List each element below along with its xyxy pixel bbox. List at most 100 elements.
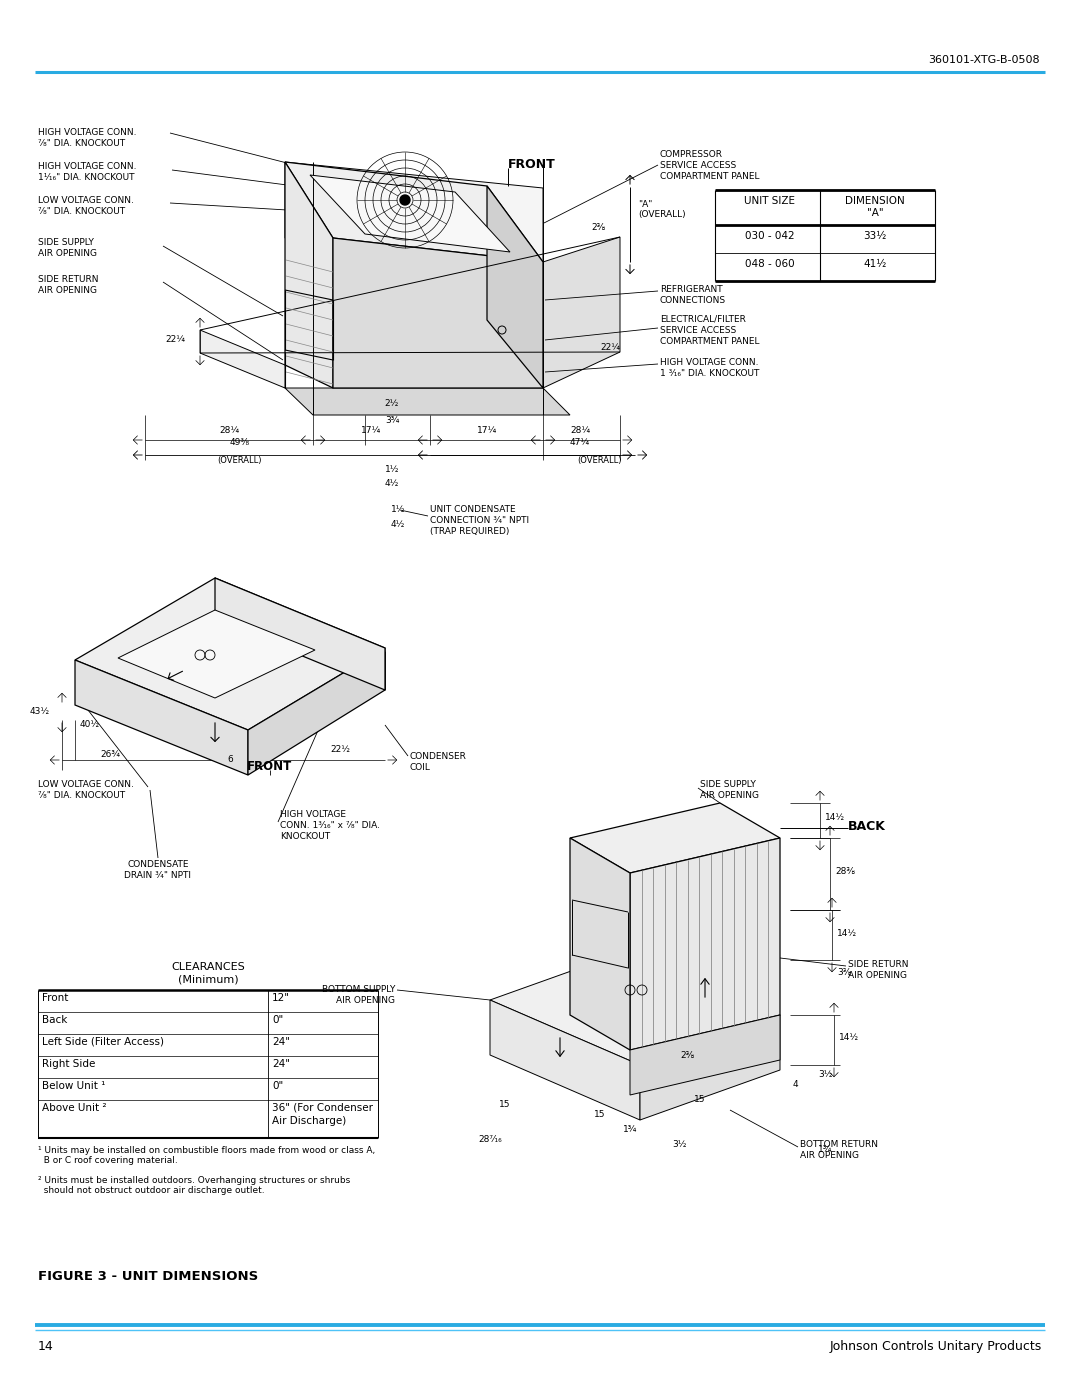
Text: AIR OPENING: AIR OPENING — [700, 791, 759, 800]
Text: 3½: 3½ — [673, 1140, 687, 1148]
Text: UNIT CONDENSATE: UNIT CONDENSATE — [430, 504, 515, 514]
Text: REFRIGERANT: REFRIGERANT — [660, 285, 723, 293]
Text: 22½: 22½ — [330, 745, 350, 754]
Text: 43½: 43½ — [30, 707, 50, 717]
Text: 14: 14 — [38, 1340, 54, 1354]
Polygon shape — [630, 1016, 780, 1095]
Text: 28⁷⁄₁₆: 28⁷⁄₁₆ — [478, 1134, 502, 1144]
Text: 1½: 1½ — [391, 504, 405, 514]
Text: ⁷⁄₈" DIA. KNOCKOUT: ⁷⁄₈" DIA. KNOCKOUT — [38, 791, 125, 800]
Text: CONNECTIONS: CONNECTIONS — [660, 296, 726, 305]
Text: ² Units must be installed outdoors. Overhanging structures or shrubs
  should no: ² Units must be installed outdoors. Over… — [38, 1176, 350, 1196]
Text: HIGH VOLTAGE CONN.: HIGH VOLTAGE CONN. — [38, 162, 136, 170]
Text: FRONT: FRONT — [508, 158, 556, 170]
Text: DIMENSION
"A": DIMENSION "A" — [846, 196, 905, 218]
Text: 15: 15 — [694, 1095, 705, 1104]
Text: 22¼: 22¼ — [600, 344, 620, 352]
Text: CONDENSATE: CONDENSATE — [127, 861, 189, 869]
Text: 22¼: 22¼ — [165, 335, 185, 345]
Text: 3½: 3½ — [818, 1070, 833, 1078]
Text: COMPARTMENT PANEL: COMPARTMENT PANEL — [660, 337, 759, 346]
Polygon shape — [333, 237, 543, 388]
Text: UNIT SIZE: UNIT SIZE — [744, 196, 796, 205]
Polygon shape — [215, 578, 384, 690]
Polygon shape — [285, 162, 543, 263]
Text: HIGH VOLTAGE: HIGH VOLTAGE — [280, 810, 346, 819]
Text: Air Discharge): Air Discharge) — [272, 1116, 347, 1126]
Text: "A"
(OVERALL): "A" (OVERALL) — [638, 200, 686, 219]
Text: (OVERALL): (OVERALL) — [578, 455, 622, 465]
Polygon shape — [490, 1000, 640, 1120]
Text: LOW VOLTAGE CONN.: LOW VOLTAGE CONN. — [38, 780, 134, 789]
Text: 3⅜: 3⅜ — [837, 968, 851, 977]
Polygon shape — [487, 186, 543, 388]
Text: CONN. 1³⁄₁₆" x ⁷⁄₈" DIA.: CONN. 1³⁄₁₆" x ⁷⁄₈" DIA. — [280, 821, 380, 830]
Text: 0": 0" — [272, 1016, 283, 1025]
Text: 1¾: 1¾ — [818, 1146, 833, 1154]
Text: FRONT: FRONT — [247, 760, 293, 773]
Polygon shape — [570, 838, 630, 1051]
Text: 1 ³⁄₁₆" DIA. KNOCKOUT: 1 ³⁄₁₆" DIA. KNOCKOUT — [660, 369, 759, 379]
Text: 14½: 14½ — [825, 813, 846, 823]
Text: ELECTRICAL/FILTER: ELECTRICAL/FILTER — [660, 314, 746, 324]
Text: 15: 15 — [594, 1111, 606, 1119]
Text: 14½: 14½ — [837, 929, 858, 937]
Text: HIGH VOLTAGE CONN.: HIGH VOLTAGE CONN. — [660, 358, 758, 367]
Polygon shape — [248, 648, 384, 775]
Text: ⁷⁄₈" DIA. KNOCKOUT: ⁷⁄₈" DIA. KNOCKOUT — [38, 207, 125, 217]
Text: 24": 24" — [272, 1037, 291, 1046]
Text: BOTTOM SUPPLY: BOTTOM SUPPLY — [322, 985, 395, 995]
Polygon shape — [215, 578, 384, 690]
Text: 41½: 41½ — [863, 258, 887, 270]
Text: KNOCKOUT: KNOCKOUT — [280, 833, 330, 841]
Polygon shape — [490, 950, 780, 1065]
Text: SIDE RETURN: SIDE RETURN — [38, 275, 98, 284]
Polygon shape — [310, 175, 510, 251]
Text: 14½: 14½ — [839, 1034, 859, 1042]
Text: LOW VOLTAGE CONN.: LOW VOLTAGE CONN. — [38, 196, 134, 205]
Text: 12": 12" — [272, 993, 291, 1003]
Text: 1¹⁄₁₆" DIA. KNOCKOUT: 1¹⁄₁₆" DIA. KNOCKOUT — [38, 173, 135, 182]
Text: DRAIN ³⁄₄" NPTI: DRAIN ³⁄₄" NPTI — [124, 870, 191, 880]
Text: 0": 0" — [272, 1081, 283, 1091]
Text: (Minimum): (Minimum) — [178, 974, 239, 983]
Text: (TRAP REQUIRED): (TRAP REQUIRED) — [430, 527, 510, 536]
Text: AIR OPENING: AIR OPENING — [38, 286, 97, 295]
Text: CLEARANCES: CLEARANCES — [171, 963, 245, 972]
Text: Above Unit ²: Above Unit ² — [42, 1104, 107, 1113]
Text: AIR OPENING: AIR OPENING — [38, 249, 97, 258]
Text: ⁷⁄₈" DIA. KNOCKOUT: ⁷⁄₈" DIA. KNOCKOUT — [38, 138, 125, 148]
Text: 030 - 042: 030 - 042 — [745, 231, 795, 242]
Text: SERVICE ACCESS: SERVICE ACCESS — [660, 161, 737, 170]
Text: 4½: 4½ — [391, 520, 405, 529]
Text: AIR OPENING: AIR OPENING — [848, 971, 907, 981]
Text: 28¼: 28¼ — [570, 426, 590, 434]
Text: COMPRESSOR: COMPRESSOR — [660, 149, 723, 159]
Text: CONDENSER: CONDENSER — [410, 752, 467, 761]
Text: SIDE RETURN: SIDE RETURN — [848, 960, 908, 970]
Text: AIR OPENING: AIR OPENING — [800, 1151, 859, 1160]
Text: 1½: 1½ — [384, 465, 400, 474]
Text: 3¾: 3¾ — [384, 416, 400, 425]
Polygon shape — [543, 237, 620, 388]
Polygon shape — [75, 578, 384, 731]
Text: 360101-XTG-B-0508: 360101-XTG-B-0508 — [929, 54, 1040, 66]
Text: FIGURE 3 - UNIT DIMENSIONS: FIGURE 3 - UNIT DIMENSIONS — [38, 1270, 258, 1282]
Text: CONNECTION ³⁄₄" NPTI: CONNECTION ³⁄₄" NPTI — [430, 515, 529, 525]
Polygon shape — [75, 659, 248, 775]
Text: COMPARTMENT PANEL: COMPARTMENT PANEL — [660, 172, 759, 182]
Text: 47¼: 47¼ — [570, 439, 590, 447]
Polygon shape — [285, 388, 570, 415]
Text: 2½: 2½ — [384, 400, 400, 408]
Text: 15: 15 — [499, 1099, 511, 1109]
Text: 28⅜: 28⅜ — [835, 868, 855, 876]
Text: Johnson Controls Unitary Products: Johnson Controls Unitary Products — [829, 1340, 1042, 1354]
Text: SIDE SUPPLY: SIDE SUPPLY — [700, 780, 756, 789]
Text: 17¼: 17¼ — [477, 426, 497, 434]
Text: 33½: 33½ — [863, 231, 887, 242]
Text: 26¾: 26¾ — [100, 750, 120, 759]
Text: Right Side: Right Side — [42, 1059, 95, 1069]
Text: 49³⁄₈: 49³⁄₈ — [230, 439, 251, 447]
Text: BACK: BACK — [848, 820, 886, 833]
Text: 1¾: 1¾ — [623, 1125, 637, 1134]
